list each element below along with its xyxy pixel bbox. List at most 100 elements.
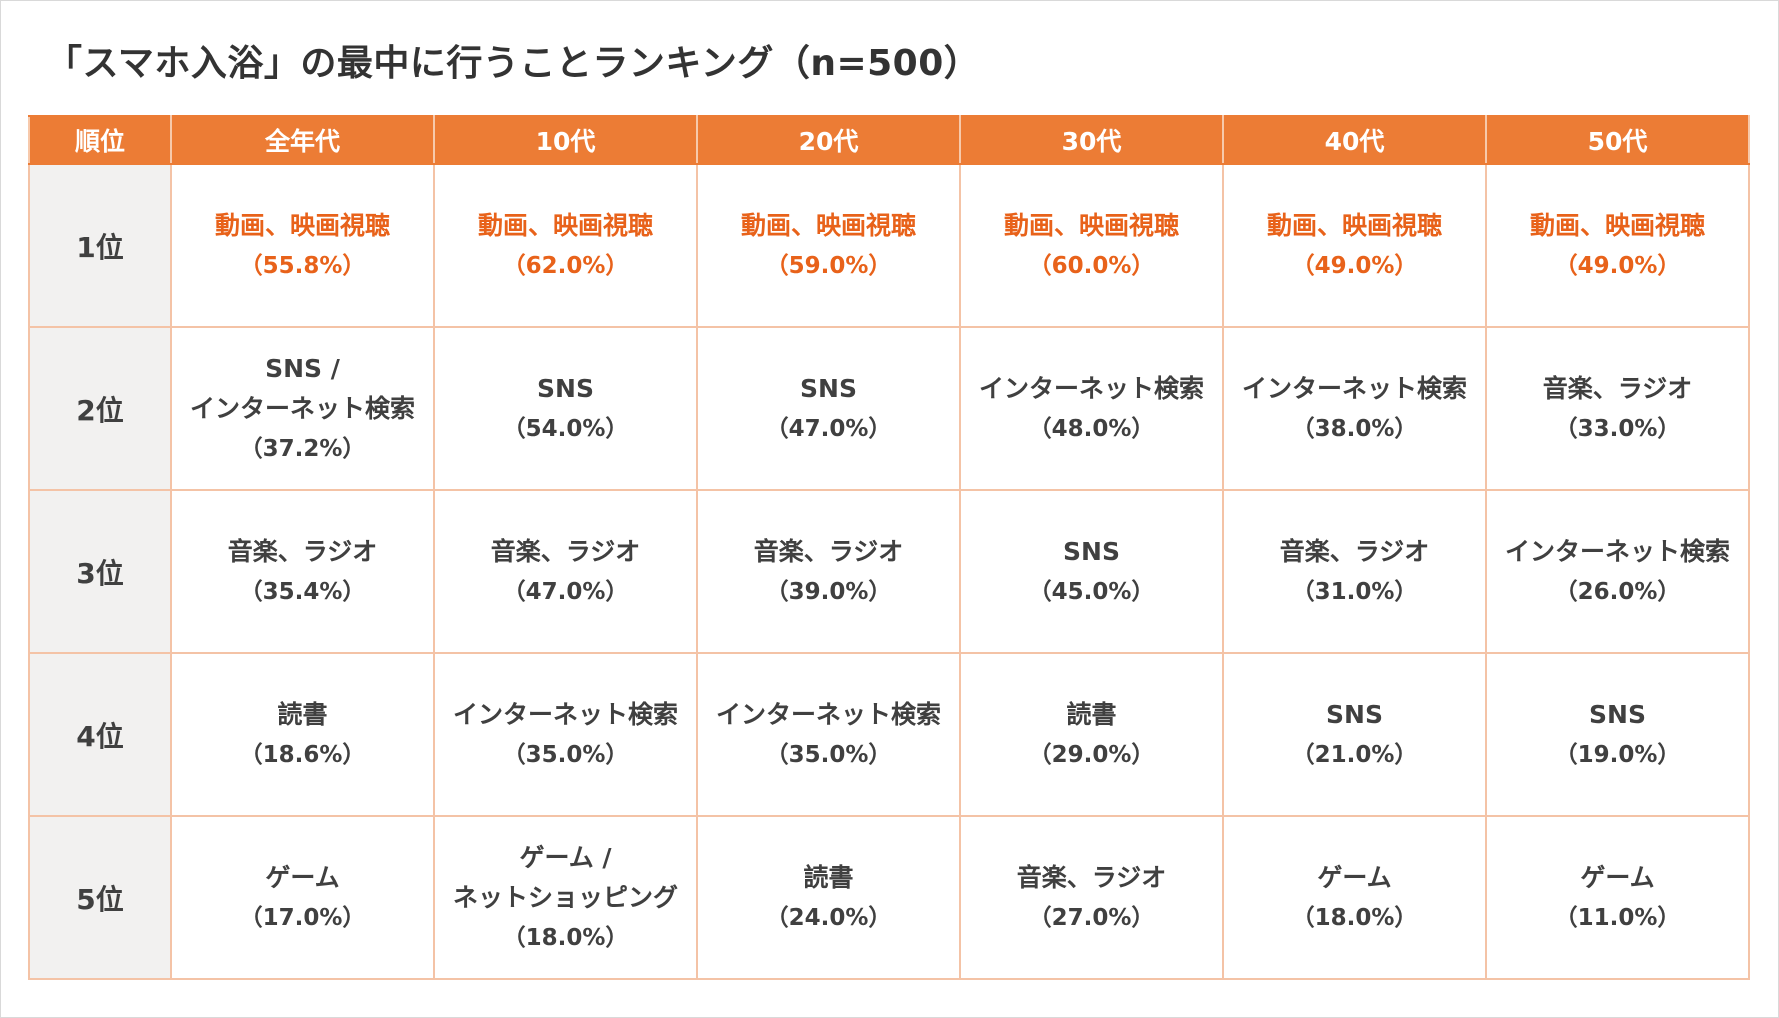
header-rank: 順位 bbox=[28, 115, 172, 165]
table-cell: 音楽、ラジオ （39.0%） bbox=[696, 489, 961, 654]
activity-label: インターネット検索 bbox=[452, 699, 678, 729]
activity-label: SNS / bbox=[265, 353, 340, 383]
table-cell: ゲーム / ネットショッピング （18.0%） bbox=[433, 815, 698, 980]
table-row: 2位 SNS / インターネット検索 （37.2%） SNS （54.0%） SNS （47.… bbox=[28, 326, 1750, 491]
rank-label: 4位 bbox=[28, 652, 172, 817]
table-cell: SNS （19.0%） bbox=[1485, 652, 1750, 817]
header-50s: 50代 bbox=[1485, 115, 1750, 165]
header-20s: 20代 bbox=[696, 115, 961, 165]
activity-label: 動画、映画視聴 bbox=[214, 210, 390, 240]
percentage-label: （60.0%） bbox=[1028, 252, 1155, 279]
activity-label: 読書 bbox=[1066, 699, 1117, 729]
table-cell: インターネット検索 （48.0%） bbox=[959, 326, 1224, 491]
table-cell: 動画、映画視聴 （49.0%） bbox=[1222, 163, 1487, 328]
table-cell: 音楽、ラジオ （33.0%） bbox=[1485, 326, 1750, 491]
percentage-label: （54.0%） bbox=[502, 415, 629, 442]
activity-label: 動画、映画視聴 bbox=[1529, 210, 1705, 240]
activity-label: ゲーム / bbox=[519, 842, 612, 872]
percentage-label: （38.0%） bbox=[1291, 415, 1418, 442]
percentage-label: （33.0%） bbox=[1554, 415, 1681, 442]
table-cell: 動画、映画視聴 （59.0%） bbox=[696, 163, 961, 328]
percentage-label: （27.0%） bbox=[1028, 904, 1155, 931]
percentage-label: （37.2%） bbox=[239, 435, 366, 462]
table-cell: 読書 （18.6%） bbox=[170, 652, 435, 817]
percentage-label: （26.0%） bbox=[1554, 578, 1681, 605]
table-row: 4位 読書 （18.6%） インターネット検索 （35.0%） インターネット検索 （35.… bbox=[28, 652, 1750, 817]
percentage-label: （49.0%） bbox=[1291, 252, 1418, 279]
activity-label: SNS bbox=[800, 373, 857, 403]
activity-label: 音楽、ラジオ bbox=[1279, 536, 1430, 566]
table-cell: ゲーム （11.0%） bbox=[1485, 815, 1750, 980]
activity-label: インターネット検索 bbox=[1504, 536, 1730, 566]
table-cell: SNS （45.0%） bbox=[959, 489, 1224, 654]
percentage-label: （35.0%） bbox=[765, 741, 892, 768]
table-cell: 動画、映画視聴 （60.0%） bbox=[959, 163, 1224, 328]
header-row: 順位 全年代 10代 20代 30代 40代 50代 bbox=[28, 115, 1750, 165]
percentage-label: （19.0%） bbox=[1554, 741, 1681, 768]
table-cell: 読書 （24.0%） bbox=[696, 815, 961, 980]
activity-label: インターネット検索 bbox=[1241, 373, 1467, 403]
table-cell: インターネット検索 （35.0%） bbox=[433, 652, 698, 817]
activity-label: 音楽、ラジオ bbox=[490, 536, 641, 566]
rank-label: 2位 bbox=[28, 326, 172, 491]
activity-label: 音楽、ラジオ bbox=[1542, 373, 1693, 403]
table-body: 1位 動画、映画視聴 （55.8%） 動画、映画視聴 （62.0%） 動画、映画視聴 （59… bbox=[28, 163, 1750, 980]
table-cell: 動画、映画視聴 （49.0%） bbox=[1485, 163, 1750, 328]
table-cell: 動画、映画視聴 （55.8%） bbox=[170, 163, 435, 328]
activity-label: インターネット検索 bbox=[978, 373, 1204, 403]
activity-label: ゲーム bbox=[1317, 862, 1392, 892]
percentage-label: （31.0%） bbox=[1291, 578, 1418, 605]
activity-label-secondary: ネットショッピング bbox=[452, 882, 678, 912]
table-cell: SNS （47.0%） bbox=[696, 326, 961, 491]
table-row: 3位 音楽、ラジオ （35.4%） 音楽、ラジオ （47.0%） 音楽、ラジオ （39.0%… bbox=[28, 489, 1750, 654]
table-cell: ゲーム （18.0%） bbox=[1222, 815, 1487, 980]
percentage-label: （62.0%） bbox=[502, 252, 629, 279]
percentage-label: （11.0%） bbox=[1554, 904, 1681, 931]
percentage-label: （45.0%） bbox=[1028, 578, 1155, 605]
activity-label: インターネット検索 bbox=[715, 699, 941, 729]
percentage-label: （47.0%） bbox=[502, 578, 629, 605]
activity-label-secondary: インターネット検索 bbox=[189, 393, 415, 423]
percentage-label: （18.0%） bbox=[1291, 904, 1418, 931]
table-cell: SNS （54.0%） bbox=[433, 326, 698, 491]
ranking-table: 順位 全年代 10代 20代 30代 40代 50代 1位 動画、映画視聴 （55.… bbox=[28, 115, 1750, 980]
activity-label: ゲーム bbox=[265, 862, 340, 892]
percentage-label: （17.0%） bbox=[239, 904, 366, 931]
activity-label: 動画、映画視聴 bbox=[477, 210, 653, 240]
activity-label: SNS bbox=[537, 373, 594, 403]
table-cell: インターネット検索 （26.0%） bbox=[1485, 489, 1750, 654]
activity-label: 動画、映画視聴 bbox=[1003, 210, 1179, 240]
table-cell: インターネット検索 （38.0%） bbox=[1222, 326, 1487, 491]
percentage-label: （35.0%） bbox=[502, 741, 629, 768]
percentage-label: （48.0%） bbox=[1028, 415, 1155, 442]
table-cell: インターネット検索 （35.0%） bbox=[696, 652, 961, 817]
percentage-label: （39.0%） bbox=[765, 578, 892, 605]
table-cell: 音楽、ラジオ （35.4%） bbox=[170, 489, 435, 654]
activity-label: 音楽、ラジオ bbox=[227, 536, 378, 566]
activity-label: 音楽、ラジオ bbox=[1016, 862, 1167, 892]
rank-label: 5位 bbox=[28, 815, 172, 980]
header-all-ages: 全年代 bbox=[170, 115, 435, 165]
percentage-label: （18.6%） bbox=[239, 741, 366, 768]
table-cell: SNS / インターネット検索 （37.2%） bbox=[170, 326, 435, 491]
table-cell: ゲーム （17.0%） bbox=[170, 815, 435, 980]
activity-label: 動画、映画視聴 bbox=[740, 210, 916, 240]
chart-title: 「スマホ入浴」の最中に行うことランキング（n=500） bbox=[46, 43, 981, 84]
activity-label: SNS bbox=[1063, 536, 1120, 566]
table-cell: 音楽、ラジオ （47.0%） bbox=[433, 489, 698, 654]
activity-label: 音楽、ラジオ bbox=[753, 536, 904, 566]
percentage-label: （24.0%） bbox=[765, 904, 892, 931]
percentage-label: （35.4%） bbox=[239, 578, 366, 605]
percentage-label: （49.0%） bbox=[1554, 252, 1681, 279]
table-cell: SNS （21.0%） bbox=[1222, 652, 1487, 817]
table-row: 1位 動画、映画視聴 （55.8%） 動画、映画視聴 （62.0%） 動画、映画視聴 （59… bbox=[28, 163, 1750, 328]
table-cell: 読書 （29.0%） bbox=[959, 652, 1224, 817]
percentage-label: （29.0%） bbox=[1028, 741, 1155, 768]
table-cell: 音楽、ラジオ （27.0%） bbox=[959, 815, 1224, 980]
header-30s: 30代 bbox=[959, 115, 1224, 165]
percentage-label: （59.0%） bbox=[765, 252, 892, 279]
table-cell: 音楽、ラジオ （31.0%） bbox=[1222, 489, 1487, 654]
percentage-label: （21.0%） bbox=[1291, 741, 1418, 768]
activity-label: 読書 bbox=[803, 862, 854, 892]
activity-label: SNS bbox=[1589, 699, 1646, 729]
